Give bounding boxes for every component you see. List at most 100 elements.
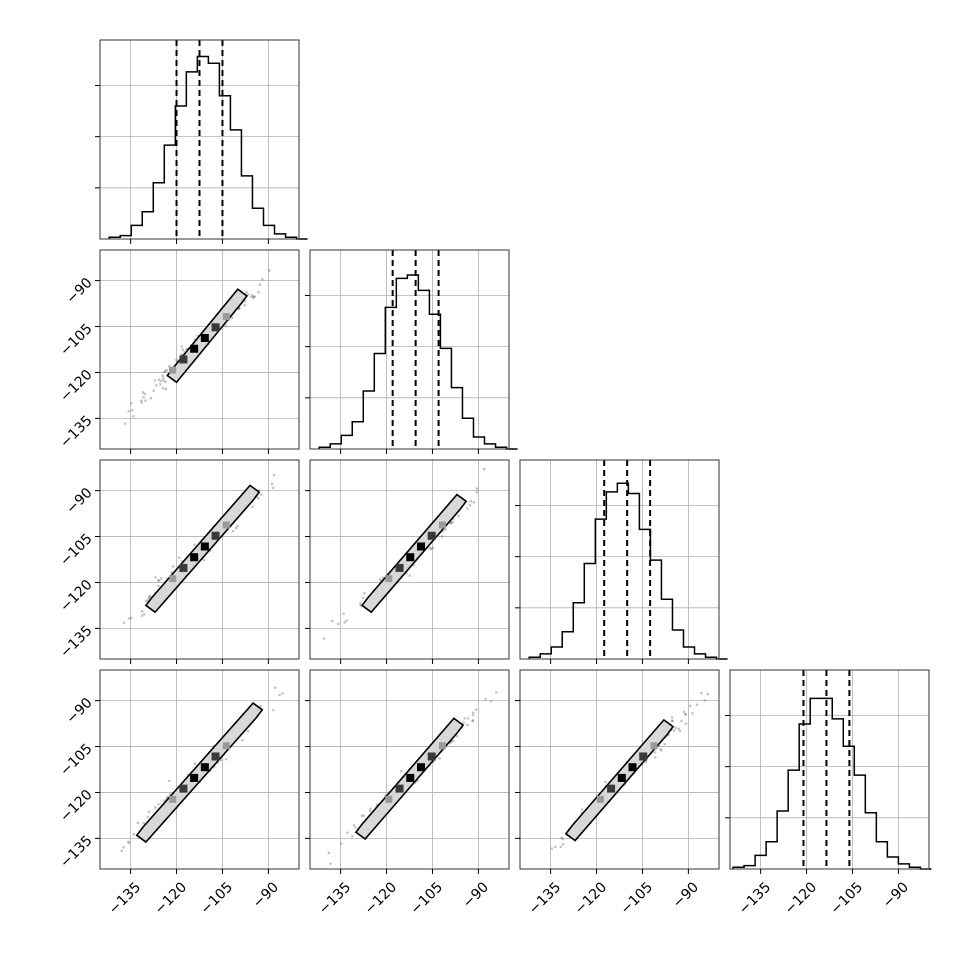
- scatter-4-2-sample-point: [471, 719, 475, 723]
- scatter-2-1-sample-point: [155, 383, 158, 387]
- scatter-2-1-sample-point: [144, 399, 147, 402]
- scatter-3-1-sample-point: [159, 577, 163, 580]
- hist-2-frame: [309, 249, 510, 450]
- y-tick-label-row3: −120: [57, 577, 96, 616]
- scatter-3-1-density-cell: [200, 542, 209, 551]
- y-tick-label-row2: −105: [57, 321, 96, 360]
- scatter-2-1-density-cell: [179, 355, 188, 364]
- hist-1-frame: [99, 39, 300, 240]
- scatter-4-3-sample-point: [580, 808, 584, 811]
- scatter-4-1-sample-point: [259, 705, 262, 708]
- scatter-4-3-sample-point: [682, 710, 686, 714]
- scatter-4-1-sample-point: [281, 691, 284, 695]
- scatter-2-1-sample-point: [257, 290, 260, 294]
- y-tick-label-row4: −135: [57, 833, 96, 872]
- hist-4-step: [732, 697, 932, 870]
- scatter-3-2-density-cell: [416, 542, 425, 551]
- scatter-2-1-sample-point: [130, 401, 133, 405]
- scatter-2-1-sample-point: [238, 307, 241, 310]
- scatter-3-1-sample-point: [251, 505, 255, 509]
- scatter-2-1-sample-point: [161, 374, 164, 377]
- scatter-4-2-sample-point: [438, 757, 442, 760]
- scatter-3-1-sample-point: [272, 473, 276, 477]
- scatter-4-2-sample-point: [329, 862, 332, 866]
- scatter-4-3-sample-point: [688, 704, 692, 708]
- scatter-4-3-sample-point: [550, 847, 554, 850]
- scatter-4-3-density-cell: [639, 752, 648, 761]
- scatter-3-1-sample-point: [234, 526, 238, 530]
- scatter-2-1-sample-point: [268, 269, 271, 272]
- scatter-4-1-sample-point: [273, 686, 277, 690]
- scatter-4-3-sample-point: [644, 760, 648, 764]
- scatter-4-3-sample-point: [561, 842, 565, 846]
- scatter-3-2-sample-point: [468, 503, 472, 507]
- scatter-4-3-sample-point: [660, 748, 663, 752]
- scatter-4-2-sample-point: [474, 708, 478, 711]
- scatter-2-1-sample-point: [153, 379, 157, 382]
- y-tick-label-row2: −120: [57, 367, 96, 406]
- scatter-3-1-sample-point: [148, 594, 152, 598]
- scatter-3-1-sample-point: [127, 617, 131, 620]
- scatter-2-1-sample-point: [163, 370, 166, 374]
- scatter-4-3-sample-point: [653, 751, 657, 754]
- scatter-4-3-sample-point: [703, 699, 707, 702]
- scatter-4-2-sample-point: [352, 823, 356, 827]
- scatter-4-2-density-cell: [438, 742, 446, 750]
- scatter-3-1-sample-point: [129, 616, 133, 620]
- scatter-4-2-sample-point: [471, 711, 475, 714]
- scatter-4-3-panel: [515, 669, 720, 874]
- scatter-4-1-sample-point: [142, 821, 145, 825]
- scatter-4-2-sample-point: [466, 717, 470, 720]
- scatter-3-1-sample-point: [144, 599, 148, 602]
- scatter-3-2-sample-point: [431, 546, 435, 550]
- scatter-4-3-density-cell: [596, 795, 604, 803]
- scatter-4-1-sample-point: [246, 729, 250, 733]
- x-tick-label-col3: −90: [670, 879, 702, 911]
- scatter-3-1-density-cell: [211, 531, 220, 540]
- scatter-2-1-sample-point: [224, 324, 228, 327]
- scatter-3-1-sample-point: [171, 565, 175, 568]
- scatter-4-3-sample-point: [678, 729, 682, 733]
- scatter-4-3-sample-point: [561, 837, 565, 841]
- scatter-4-1-density-cell: [190, 773, 199, 782]
- scatter-4-3-sample-point: [684, 722, 688, 725]
- x-tick-label-col4: −135: [736, 879, 775, 918]
- scatter-2-1-sample-point: [141, 390, 145, 394]
- scatter-3-2-sample-point: [450, 521, 453, 525]
- scatter-3-2-density-cell: [406, 553, 415, 562]
- scatter-4-3-sample-point: [559, 845, 563, 849]
- x-tick-label-col2: −135: [316, 879, 355, 918]
- scatter-3-2-frame: [309, 459, 510, 660]
- scatter-4-2-sample-point: [360, 814, 364, 818]
- y-tick-label-row4: −90: [63, 695, 95, 727]
- scatter-4-1-sample-point: [241, 739, 244, 742]
- scatter-4-1-density-cell: [179, 784, 188, 793]
- scatter-2-1-density-cell: [190, 344, 199, 353]
- scatter-3-1-sample-point: [154, 575, 157, 579]
- scatter-2-1-sample-point: [258, 283, 262, 286]
- scatter-3-2-sample-point: [378, 578, 382, 581]
- scatter-3-2-sample-point: [482, 467, 486, 471]
- scatter-2-1-sample-point: [251, 293, 254, 297]
- scatter-4-1-sample-point: [147, 810, 151, 813]
- scatter-4-1-density-cell: [222, 742, 230, 750]
- scatter-4-1-sample-point: [136, 821, 140, 825]
- scatter-3-1-density-cell: [179, 563, 188, 572]
- scatter-3-2-sample-point: [336, 622, 340, 626]
- scatter-4-2-sample-point: [466, 723, 469, 727]
- scatter-2-1-sample-point: [245, 290, 248, 294]
- scatter-3-2-sample-point: [429, 547, 433, 551]
- scatter-3-1-sample-point: [257, 497, 260, 500]
- scatter-2-1-sample-point: [123, 422, 127, 425]
- scatter-4-3-sample-point: [677, 727, 680, 731]
- scatter-3-1-sample-point: [147, 596, 151, 600]
- scatter-4-3-density-cell: [617, 773, 626, 782]
- hist-3-panel: [515, 459, 728, 664]
- scatter-4-3-sample-point: [680, 719, 683, 723]
- scatter-4-1-panel: [95, 669, 300, 874]
- scatter-3-1-sample-point: [231, 529, 235, 533]
- scatter-3-1-sample-point: [157, 584, 160, 588]
- scatter-4-2-density-cell: [385, 795, 393, 803]
- scatter-2-1-sample-point: [143, 392, 147, 396]
